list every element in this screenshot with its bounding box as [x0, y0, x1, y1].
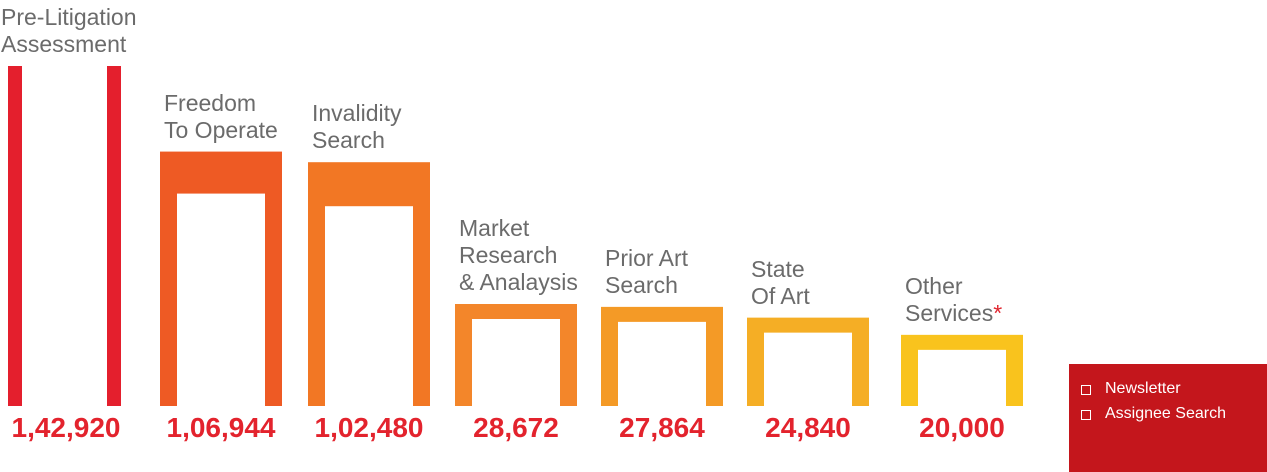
category-label: State Of Art [751, 255, 810, 309]
bar-window [325, 206, 413, 406]
category-label: Invalidity Search [312, 100, 402, 154]
category-label: Prior Art Search [605, 244, 689, 298]
bar [308, 162, 430, 406]
bar [160, 151, 282, 406]
legend: Newsletter Assignee Search [1069, 364, 1267, 472]
bar [747, 317, 869, 406]
category-label: Freedom To Operate [164, 89, 278, 143]
category-label: Other Services* [905, 272, 1003, 326]
bar-window [618, 321, 706, 406]
bar-window [918, 349, 1006, 406]
bar [8, 65, 121, 407]
bar [601, 306, 723, 406]
bar-window [177, 193, 265, 406]
bar-window [472, 319, 560, 406]
value-label: 24,840 [765, 412, 851, 443]
value-label: 20,000 [919, 412, 1005, 443]
value-label: 1,42,920 [11, 412, 121, 443]
bar-window [22, 65, 107, 407]
value-label: 27,864 [619, 412, 705, 443]
footnote-asterisk: * [993, 299, 1003, 326]
checkbox-icon [1081, 385, 1091, 395]
value-label: 1,06,944 [166, 412, 276, 443]
legend-label: Assignee Search [1105, 405, 1226, 422]
bar [455, 304, 577, 406]
checkbox-icon [1081, 410, 1091, 420]
category-label: Pre-Litigation Assessment [1, 4, 137, 57]
value-label: 1,02,480 [314, 412, 424, 443]
bar-window [764, 332, 852, 406]
legend-label: Newsletter [1105, 380, 1181, 397]
category-label: Market Research & Analaysis [459, 215, 578, 295]
bar [901, 334, 1023, 406]
value-label: 28,672 [473, 412, 559, 443]
